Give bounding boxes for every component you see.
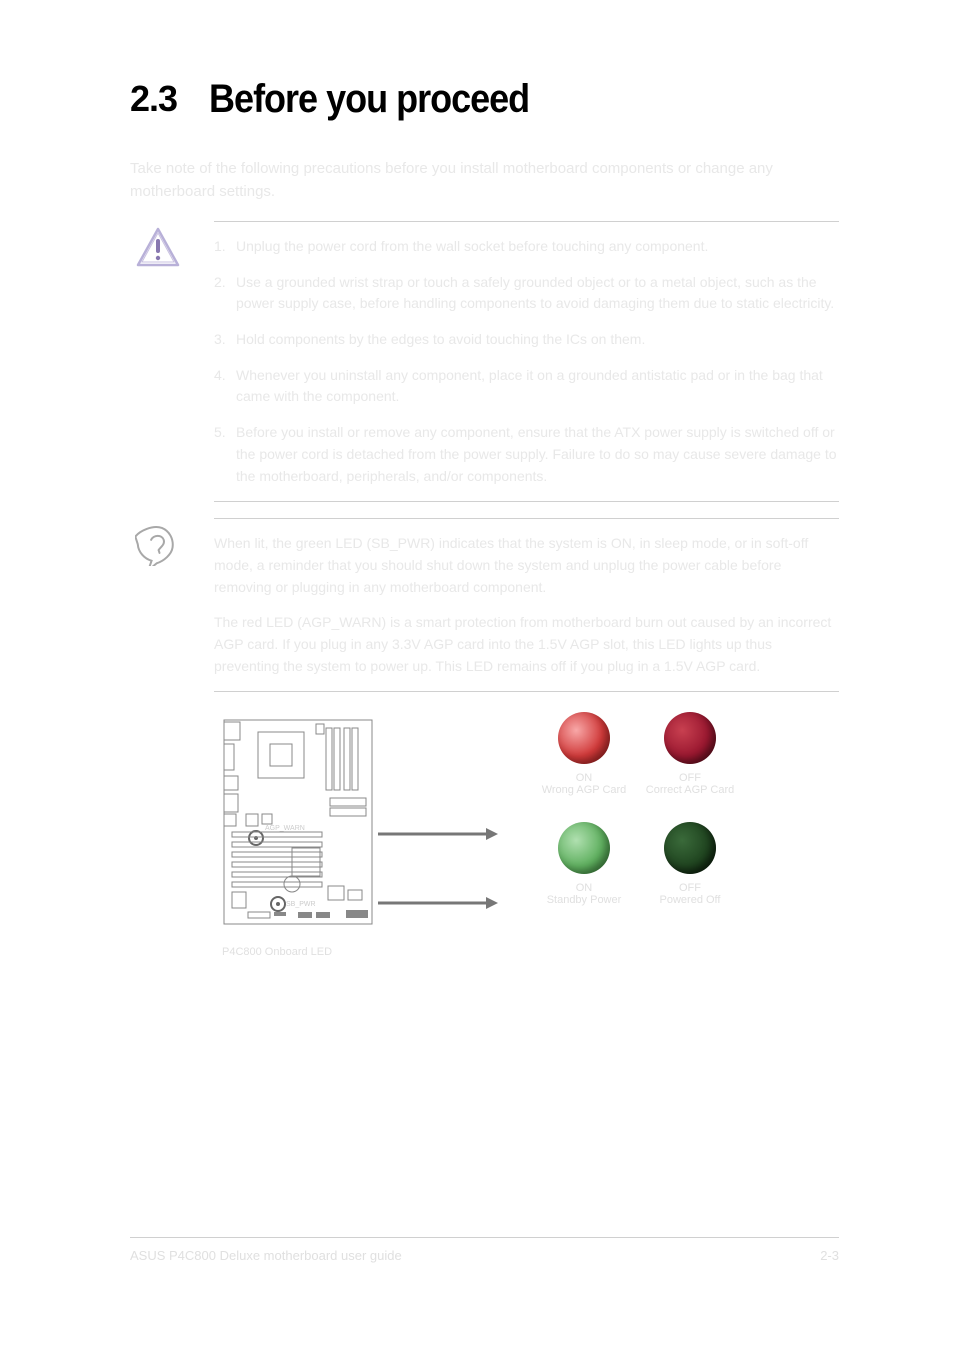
caution-item: Unplug the power cord from the wall sock…	[214, 236, 839, 258]
led-red-on: ON Wrong AGP Card	[544, 712, 624, 822]
led-green-off: OFF Powered Off	[650, 822, 730, 932]
led-legend: ON Wrong AGP Card OFF Correct AGP Card O…	[544, 712, 730, 932]
caution-item: Whenever you uninstall any component, pl…	[214, 365, 839, 408]
footer-right: 2-3	[820, 1248, 839, 1263]
caution-item: Before you install or remove any compone…	[214, 422, 839, 487]
note-paragraph: When lit, the green LED (SB_PWR) indicat…	[214, 533, 839, 598]
caution-icon	[130, 221, 186, 502]
led-meaning-label: Correct AGP Card	[646, 784, 734, 796]
arrow-icon	[378, 824, 498, 843]
led-state-label: ON	[576, 772, 593, 784]
led-state-label: ON	[576, 882, 593, 894]
board-sb-label: SB_PWR	[286, 901, 316, 908]
caution-content: Unplug the power cord from the wall sock…	[214, 221, 839, 502]
led-ball-icon	[664, 712, 716, 764]
led-meaning-label: Wrong AGP Card	[542, 784, 627, 796]
figure-arrows	[378, 732, 498, 912]
led-figure: AGP_WARN SB_PWR ON Wrong AGP Card OF	[218, 712, 839, 932]
page-footer: ASUS P4C800 Deluxe motherboard user guid…	[130, 1237, 839, 1263]
motherboard-diagram: AGP_WARN SB_PWR	[218, 714, 378, 930]
section-title: Before you proceed	[209, 76, 529, 122]
intro-paragraph: Take note of the following precautions b…	[130, 158, 839, 203]
led-ball-icon	[558, 822, 610, 874]
led-green-on: ON Standby Power	[544, 822, 624, 932]
caution-callout: Unplug the power cord from the wall sock…	[130, 221, 839, 502]
led-meaning-label: Standby Power	[547, 894, 622, 906]
led-state-label: OFF	[679, 882, 701, 894]
board-agp-label: AGP_WARN	[265, 825, 305, 832]
caution-item: Use a grounded wrist strap or touch a sa…	[214, 272, 839, 315]
section-heading: 2.3 Before you proceed	[130, 78, 839, 120]
caution-list: Unplug the power cord from the wall sock…	[214, 236, 839, 487]
caution-item: Hold components by the edges to avoid to…	[214, 329, 839, 351]
footer-left: ASUS P4C800 Deluxe motherboard user guid…	[130, 1248, 402, 1263]
note-content: When lit, the green LED (SB_PWR) indicat…	[214, 518, 839, 692]
arrow-icon	[378, 893, 498, 912]
led-ball-icon	[664, 822, 716, 874]
section-number: 2.3	[130, 78, 177, 120]
led-meaning-label: Powered Off	[660, 894, 721, 906]
note-callout: When lit, the green LED (SB_PWR) indicat…	[130, 518, 839, 692]
figure-caption: P4C800 Onboard LED	[222, 946, 839, 958]
led-ball-icon	[558, 712, 610, 764]
led-state-label: OFF	[679, 772, 701, 784]
note-icon	[130, 518, 186, 692]
led-red-off: OFF Correct AGP Card	[650, 712, 730, 822]
note-paragraph: The red LED (AGP_WARN) is a smart protec…	[214, 612, 839, 677]
